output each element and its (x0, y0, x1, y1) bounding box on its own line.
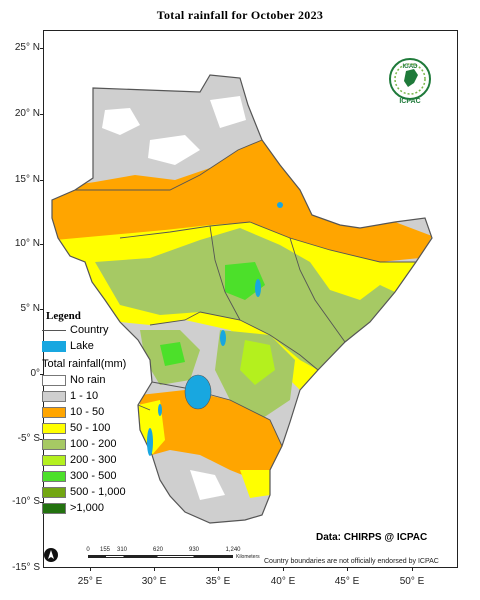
lat-label: -10° S (12, 496, 40, 507)
lat-label: 0° (30, 368, 40, 379)
class-swatch (42, 503, 66, 514)
legend-lake-label: Lake (70, 340, 94, 352)
lon-label: 30° E (141, 576, 167, 587)
class-swatch (42, 423, 66, 434)
disclaimer: Country boundaries are not officially en… (264, 558, 439, 565)
lat-label: 15° N (14, 174, 40, 185)
legend-title: Legend (46, 310, 81, 322)
class-swatch (42, 471, 66, 482)
class-swatch (42, 407, 66, 418)
lat-label: 10° N (14, 238, 40, 249)
class-swatch (42, 455, 66, 466)
legend-country-label: Country (70, 324, 109, 336)
class-swatch (42, 439, 66, 450)
lon-label: 50° E (399, 576, 425, 587)
lon-label: 45° E (334, 576, 360, 587)
class-swatch (42, 391, 66, 402)
logo-word: ICPAC (399, 98, 421, 105)
lake-swatch (42, 341, 66, 352)
lon-label: 35° E (205, 576, 231, 587)
class-swatch (42, 487, 66, 498)
lat-label: -15° S (12, 562, 40, 573)
data-credit: Data: CHIRPS @ ICPAC (316, 532, 428, 543)
lat-label: 20° N (14, 108, 40, 119)
lat-label: -5° S (17, 433, 40, 444)
lon-label: 25° E (77, 576, 103, 587)
map-title: Total rainfall for October 2023 (156, 8, 324, 22)
logo-top-text: IGAD (403, 64, 419, 70)
igad-logo: IGAD (384, 57, 436, 105)
class-swatch (42, 375, 66, 386)
lat-label: 25° N (14, 42, 40, 53)
lon-label: 40° E (270, 576, 296, 587)
north-arrow-icon (44, 548, 58, 562)
lat-label: 5° N (20, 303, 40, 314)
